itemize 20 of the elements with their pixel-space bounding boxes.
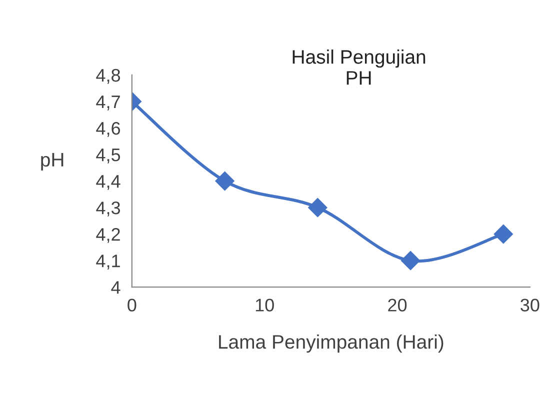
y-tick-label: 4 xyxy=(111,281,120,294)
y-tick-label: 4,8 xyxy=(96,68,120,84)
y-tick-label: 4,2 xyxy=(96,228,120,243)
x-tick-label: 0 xyxy=(128,298,136,312)
point xyxy=(215,172,234,191)
x-tick-label: 30 xyxy=(520,298,540,312)
point xyxy=(494,224,513,244)
x-tick-label: 10 xyxy=(256,298,274,312)
y-tick-label: 4,6 xyxy=(96,122,120,137)
point xyxy=(400,251,420,270)
y-axis-title: pH xyxy=(41,153,64,170)
x-axis-title: Lama Penyimpanan (Hari) xyxy=(219,334,444,353)
y-tick-label: 4,7 xyxy=(96,96,120,110)
point xyxy=(308,198,328,218)
y-tick-label: 4,1 xyxy=(96,254,120,270)
y-tick-label: 4,4 xyxy=(96,175,120,190)
y-tick-label: 4,5 xyxy=(96,148,120,164)
y-tick-label: 4,3 xyxy=(96,202,120,216)
x-tick-label: 20 xyxy=(388,298,407,312)
chart-title: Hasil Pengujian PH xyxy=(292,50,426,85)
